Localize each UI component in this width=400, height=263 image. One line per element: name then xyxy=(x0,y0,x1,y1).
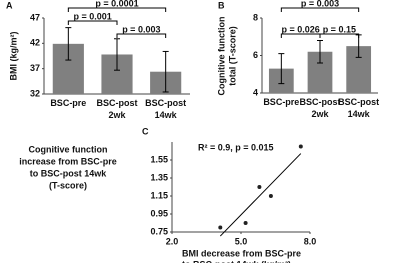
y-tick-label: 37 xyxy=(30,63,40,73)
y-axis-title: total (T-score) xyxy=(227,26,237,86)
p-value: p = 0.003 xyxy=(122,24,160,34)
y-axis-title: increase from BSC-pre xyxy=(19,156,117,166)
point xyxy=(298,144,303,149)
significance-bracket xyxy=(319,33,360,38)
panel-label: A xyxy=(6,0,13,10)
trend-line xyxy=(219,153,302,237)
y-tick-label: 0.75 xyxy=(150,226,168,236)
x-tick-label: BSC-post 14wk xyxy=(338,97,379,119)
x-tick-label: 8.0 xyxy=(304,236,317,246)
y-axis-title: Cognitive function xyxy=(216,17,226,96)
point xyxy=(257,185,262,189)
y-tick-label: 1.15 xyxy=(150,190,168,200)
significance-bracket xyxy=(67,20,118,25)
x-tick-label: BSC-pre xyxy=(263,97,299,107)
x-tick-label: BSC-post 14wk xyxy=(145,98,186,120)
p-value: p = 0.001 xyxy=(74,11,112,21)
significance-bracket xyxy=(280,33,321,38)
y-tick-label: 47 xyxy=(30,12,40,22)
y-axis-title: (T-score) xyxy=(49,180,87,190)
y-tick-label: 42 xyxy=(30,38,40,48)
x-axis-title: to BSC-post 14wk (kg/m²) xyxy=(182,259,291,263)
x-tick-label: BSC-pre xyxy=(50,98,86,108)
y-tick-label: 6 xyxy=(253,50,258,60)
y-tick-label: 0.95 xyxy=(150,208,168,218)
y-axis-title: Cognitive function xyxy=(29,144,108,154)
significance-bracket xyxy=(280,7,360,12)
x-tick-label: 5.0 xyxy=(235,236,248,246)
y-axis-title: to BSC-post 14wk xyxy=(30,168,108,178)
p-value: p = 0.003 xyxy=(301,0,339,8)
x-axis-title: BMI decrease from BSC-pre xyxy=(182,248,301,258)
x-tick-label: 2.0 xyxy=(166,236,179,246)
significance-bracket xyxy=(116,33,167,38)
p-value: p = 0.0001 xyxy=(95,0,138,8)
point xyxy=(243,221,248,225)
y-tick-label: 1.35 xyxy=(150,172,168,182)
y-axis-title: BMI (kg/m²) xyxy=(8,32,18,81)
y-tick-label: 1.55 xyxy=(150,154,168,164)
panel-label: C xyxy=(142,126,149,136)
annotation: R² = 0.9, p = 0.015 xyxy=(198,142,274,152)
y-tick-label: 4 xyxy=(253,87,258,97)
y-tick-label: 8 xyxy=(253,12,258,22)
significance-bracket xyxy=(67,7,167,12)
x-tick-label: BSC-post 2wk xyxy=(97,98,138,120)
p-value: p = 0.15 xyxy=(323,24,356,34)
x-tick-label: BSC-post 2wk xyxy=(300,97,341,119)
y-tick-label: 32 xyxy=(30,88,40,98)
point xyxy=(268,194,273,198)
point xyxy=(218,225,223,230)
panel-label: B xyxy=(218,0,225,10)
p-value: p = 0.026 xyxy=(282,24,320,34)
